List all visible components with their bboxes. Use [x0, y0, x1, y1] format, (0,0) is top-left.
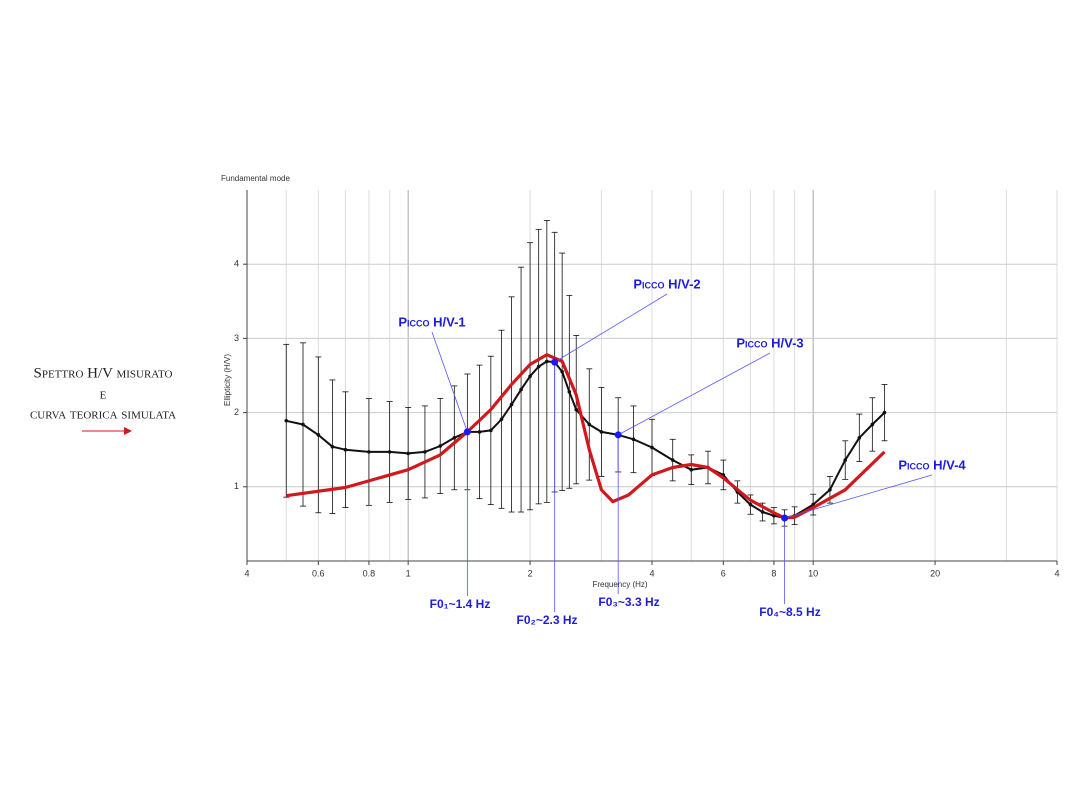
- point: [650, 445, 654, 450]
- frequency-label: F0₁~1.4 Hz: [430, 597, 491, 611]
- point: [519, 387, 523, 392]
- x-tick-label: 0.8: [363, 568, 376, 578]
- y-tick-label: 3: [234, 333, 239, 343]
- x-tick-label: 2: [528, 568, 533, 578]
- point: [689, 467, 694, 472]
- point: [284, 418, 289, 423]
- point: [599, 430, 604, 434]
- leader-line: [554, 293, 668, 363]
- y-axis-label: Ellipticity (H/V): [223, 354, 232, 406]
- x-axis-label: Frequency (Hz): [592, 580, 647, 589]
- peak-label: Picco H/V-1: [398, 314, 465, 329]
- peak-label: Picco H/V-4: [898, 457, 966, 472]
- x-tick-label: 4: [244, 568, 249, 578]
- x-tick-label: 1: [406, 568, 411, 578]
- point: [301, 422, 305, 427]
- point: [316, 433, 321, 437]
- point: [748, 502, 753, 507]
- point: [870, 422, 875, 427]
- chart-title: Fundamental mode: [221, 174, 290, 183]
- point: [567, 390, 572, 394]
- point: [882, 410, 887, 415]
- point: [574, 407, 579, 412]
- point: [423, 450, 427, 454]
- x-tick-label: 6: [721, 568, 726, 578]
- side-text: curva teorica simulata: [30, 406, 176, 422]
- point: [387, 450, 392, 454]
- x-tick-label: 4: [1054, 568, 1059, 578]
- point: [343, 447, 348, 452]
- x-tick-label: 10: [808, 568, 818, 578]
- leader-line: [617, 352, 771, 436]
- peak-point: [781, 514, 789, 522]
- x-tick-label: 20: [930, 568, 940, 578]
- y-tick-label: 1: [234, 481, 239, 491]
- point: [545, 359, 549, 364]
- point: [452, 436, 457, 440]
- x-tick-label: 8: [771, 568, 776, 578]
- point: [489, 428, 493, 433]
- point: [406, 451, 410, 456]
- peak-point: [551, 358, 559, 366]
- point: [536, 364, 541, 369]
- arrow-head: [124, 427, 132, 435]
- point: [843, 458, 848, 462]
- x-tick-label: 4: [649, 568, 654, 578]
- point: [438, 444, 443, 448]
- y-tick-label: 2: [234, 407, 239, 417]
- point: [528, 374, 532, 379]
- point: [477, 430, 482, 434]
- point: [670, 458, 675, 462]
- y-tick-label: 4: [234, 259, 239, 269]
- point: [509, 402, 514, 407]
- point: [828, 487, 832, 492]
- frequency-label: F0₂~2.3 Hz: [516, 613, 577, 627]
- frequency-label: F0₃~3.3 Hz: [598, 595, 659, 609]
- series-line: [285, 353, 886, 520]
- point: [631, 437, 636, 442]
- x-tick-label: 0.6: [312, 568, 325, 578]
- side-text: e: [100, 386, 107, 402]
- side-text: Spettro H/V misurato: [34, 365, 173, 381]
- peak-label: Picco H/V-2: [633, 276, 700, 291]
- point: [330, 444, 335, 449]
- leader-line: [784, 474, 933, 519]
- leader-line: [431, 331, 468, 433]
- point: [857, 436, 862, 440]
- peak-label: Picco H/V-3: [736, 335, 803, 350]
- peak-point: [463, 428, 471, 436]
- point: [560, 369, 564, 374]
- point: [367, 450, 371, 454]
- peak-point: [614, 431, 622, 439]
- point: [760, 510, 765, 514]
- frequency-label: F0₄~8.5 Hz: [759, 605, 820, 619]
- point: [587, 422, 592, 427]
- point: [499, 417, 504, 422]
